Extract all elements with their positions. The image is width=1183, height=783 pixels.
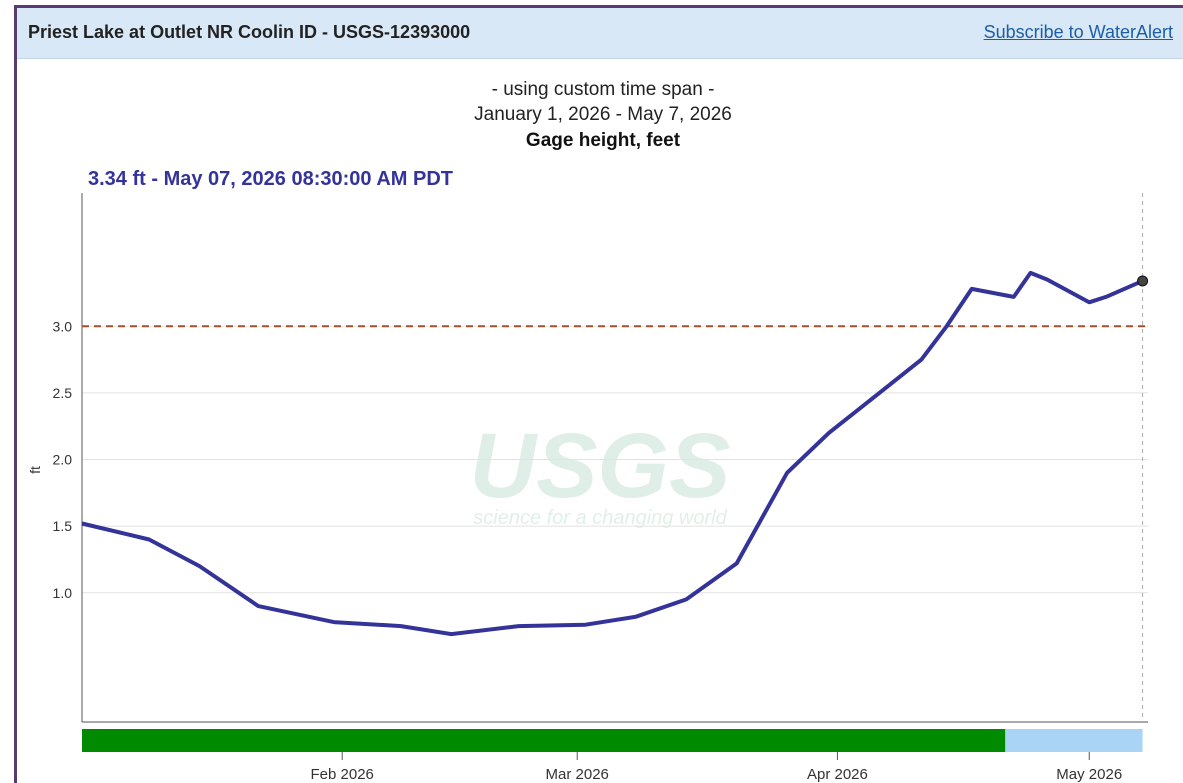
y-tick-label: 2.0 [53,452,73,468]
y-tick-label: 2.5 [53,385,73,401]
subtitle: January 1, 2026 - May 7, 2026 [474,104,732,125]
endpoint [1137,275,1149,287]
watermark-tagline: science for a changing world [473,507,727,529]
frame [14,5,1183,783]
x-tick-label: Mar 2026 [546,766,609,783]
y-axis-label: ft [27,466,43,474]
watermark: USGS [470,415,731,517]
data-line [81,270,1144,637]
chart-title: Gage height, feet [526,130,681,151]
x-tick-label: May 2026 [1056,766,1122,783]
subtitle: - using custom time span - [492,79,715,100]
subscribe-link[interactable]: Subscribe to WaterAlert [983,22,1173,42]
x-tick-label: Feb 2026 [311,766,374,783]
y-tick-label: 1.0 [53,585,73,601]
status-segment [1005,729,1143,752]
station-title: Priest Lake at Outlet NR Coolin ID - USG… [28,22,471,42]
status-segment [82,729,1006,752]
current-value: 3.34 ft - May 07, 2026 08:30:00 AM PDT [88,168,453,190]
x-tick-label: Apr 2026 [807,766,868,783]
header: Priest Lake at Outlet NR Coolin ID - USG… [17,8,1183,59]
y-tick-label: 3.0 [53,318,73,334]
y-tick-label: 1.5 [53,518,73,534]
